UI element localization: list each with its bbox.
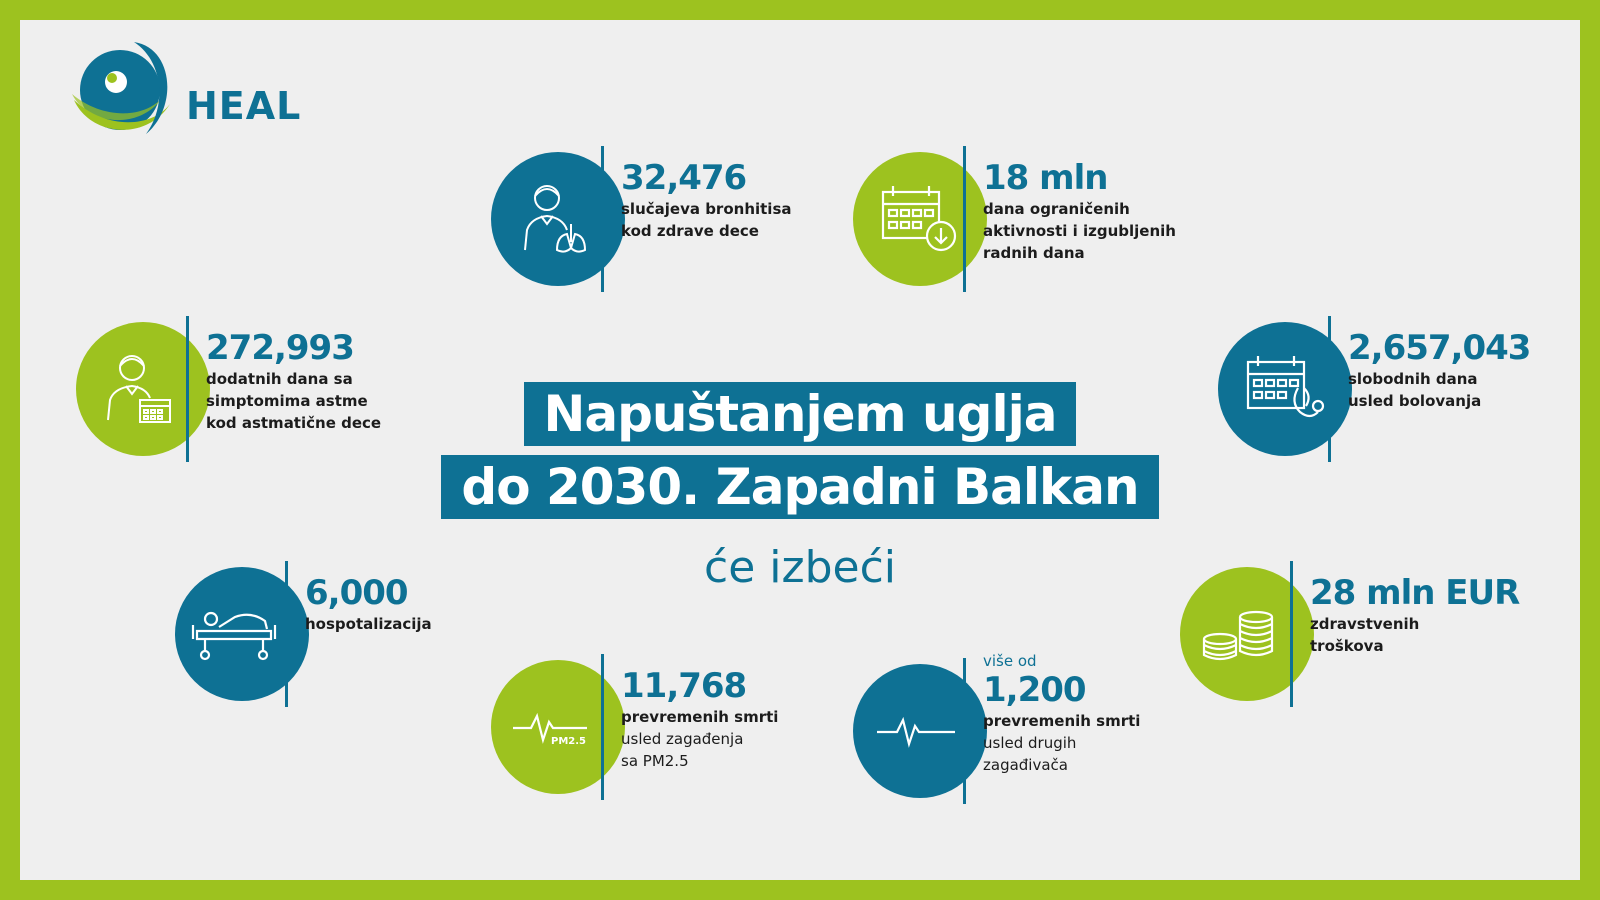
brand-name: HEAL: [186, 84, 302, 128]
stat-circle: [853, 664, 987, 798]
stat-line: dana ograničenih: [983, 200, 1130, 218]
stat-line: prevremenih smrti: [983, 712, 1141, 730]
hospital-bed-icon: [191, 611, 277, 661]
headline-line-2: do 2030. Zapadni Balkan: [441, 455, 1159, 519]
divider: [285, 561, 288, 707]
stat-line: zagađivača: [983, 756, 1068, 774]
stat-line: hospotalizacija: [305, 615, 432, 633]
stat-line: usled zagađenja: [621, 730, 744, 748]
stat-value: 32,476: [621, 158, 747, 198]
divider: [186, 316, 189, 462]
stat-line: aktivnosti i izgubljenih: [983, 222, 1176, 240]
stat-line: radnih dana: [983, 244, 1085, 262]
stat-value: 1,200: [983, 670, 1087, 710]
stat-line: prevremenih smrti: [621, 708, 779, 726]
divider: [963, 146, 966, 292]
divider: [601, 146, 604, 292]
stat-line: zdravstvenih: [1310, 615, 1420, 633]
divider: [963, 658, 966, 804]
child-lungs-icon: [524, 185, 587, 253]
heal-logo: [50, 38, 310, 158]
stat-line: slučajeva bronhitisa: [621, 200, 792, 218]
stat-value: 11,768: [621, 666, 747, 706]
stat-value: 6,000: [305, 573, 409, 613]
heartbeat-icon: [877, 716, 955, 748]
stat-line: kod astmatične dece: [206, 414, 382, 432]
divider: [601, 654, 604, 800]
stat-circle: [853, 152, 987, 286]
headline-line-1-wrap: Napuštanjem uglja: [0, 382, 1600, 446]
headline-line-2-wrap: do 2030. Zapadni Balkan: [0, 455, 1600, 519]
stat-value: 28 mln EUR: [1310, 573, 1520, 613]
calendar-download-icon: [881, 186, 957, 252]
calendar-stethoscope-icon: [1246, 356, 1325, 418]
heal-logo-icon: [72, 42, 170, 134]
heartbeat-pm25-icon: PM2.5: [513, 712, 587, 747]
stat-prefix: više od: [983, 652, 1037, 670]
stat-line: usled bolovanja: [1348, 392, 1482, 410]
child-calendar-icon: [107, 355, 171, 423]
stat-line: usled drugih: [983, 734, 1077, 752]
infographic-canvas: [20, 20, 1580, 880]
stat-value: 272,993: [206, 328, 355, 368]
stat-line: simptomima astme: [206, 392, 368, 410]
stat-circle: [175, 567, 309, 701]
stat-line: troškova: [1310, 637, 1384, 655]
stat-line: dodatnih dana sa: [206, 370, 353, 388]
divider: [1328, 316, 1331, 462]
stat-circle: [491, 152, 625, 286]
stat-circle: PM2.5: [491, 660, 625, 794]
stat-line: sa PM2.5: [621, 752, 689, 770]
stat-line: kod zdrave dece: [621, 222, 759, 240]
stat-value: 18 mln: [983, 158, 1108, 198]
coins-icon: [1202, 610, 1274, 661]
stat-line: slobodnih dana: [1348, 370, 1478, 388]
headline-line-1: Napuštanjem uglja: [523, 382, 1077, 446]
pm25-label: PM2.5: [551, 736, 586, 747]
stat-value: 2,657,043: [1348, 328, 1531, 368]
headline-line-3: će izbeći: [704, 542, 896, 593]
divider: [1290, 561, 1293, 707]
